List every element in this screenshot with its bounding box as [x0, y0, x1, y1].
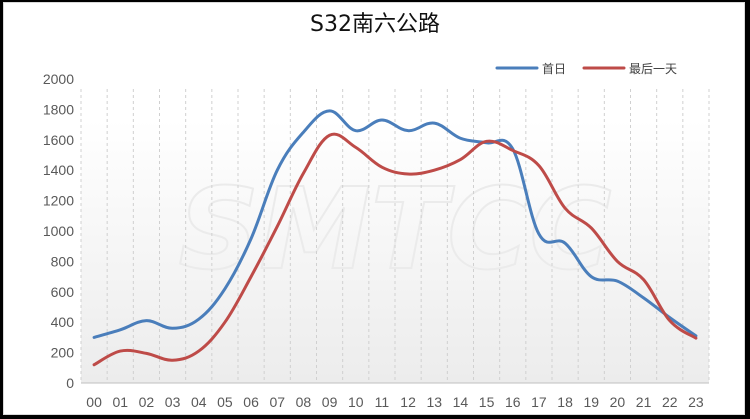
- y-tick-label: 600: [51, 284, 75, 300]
- x-tick-label: 18: [557, 394, 573, 410]
- x-tick-label: 20: [610, 394, 626, 410]
- x-tick-label: 23: [688, 394, 704, 410]
- y-tick-label: 1600: [43, 132, 74, 148]
- x-tick-label: 08: [296, 394, 312, 410]
- chart-title: S32南六公路: [310, 12, 440, 37]
- y-tick-label: 400: [51, 314, 75, 330]
- line-chart: SMTCC02004006008001000120014001600180020…: [43, 62, 710, 410]
- y-tick-label: 2000: [43, 71, 74, 87]
- x-tick-label: 22: [662, 394, 678, 410]
- y-tick-label: 1800: [43, 101, 74, 117]
- chart-frame: S32南六公路 SMTCC 0 200 400 600 800 1000 1200 1400 16…: [3, 2, 745, 415]
- x-tick-label: 04: [191, 394, 207, 410]
- y-tick-label: 200: [51, 345, 75, 361]
- x-tick-label: 19: [583, 394, 599, 410]
- x-tick-label: 17: [531, 394, 547, 410]
- series-line-1: [92, 132, 698, 367]
- x-tick-label: 03: [165, 394, 181, 410]
- series-line-0: [92, 109, 698, 339]
- x-tick-label: 13: [426, 394, 442, 410]
- x-tick-label: 14: [453, 394, 469, 410]
- legend-label-1: 最后一天: [629, 62, 677, 76]
- x-tick-label: 11: [375, 394, 390, 410]
- x-tick-label: 15: [479, 394, 495, 410]
- y-tick-label: 800: [51, 253, 75, 269]
- x-tick-label: 06: [243, 394, 259, 410]
- x-tick-label: 16: [505, 394, 521, 410]
- x-tick-label: 00: [86, 394, 102, 410]
- y-tick-label: 0: [66, 375, 74, 391]
- x-tick-label: 05: [217, 394, 233, 410]
- x-tick-label: 21: [636, 394, 652, 410]
- x-tick-label: 02: [139, 394, 155, 410]
- x-tick-label: 10: [348, 394, 364, 410]
- x-tick-label: 12: [400, 394, 416, 410]
- y-tick-label: 1400: [43, 162, 74, 178]
- y-tick-label: 1000: [43, 223, 74, 239]
- y-tick-label: 1200: [43, 193, 74, 209]
- x-tick-label: 07: [269, 394, 285, 410]
- x-tick-label: 09: [322, 394, 338, 410]
- x-tick-label: 01: [112, 394, 128, 410]
- legend-label-0: 首日: [542, 62, 566, 76]
